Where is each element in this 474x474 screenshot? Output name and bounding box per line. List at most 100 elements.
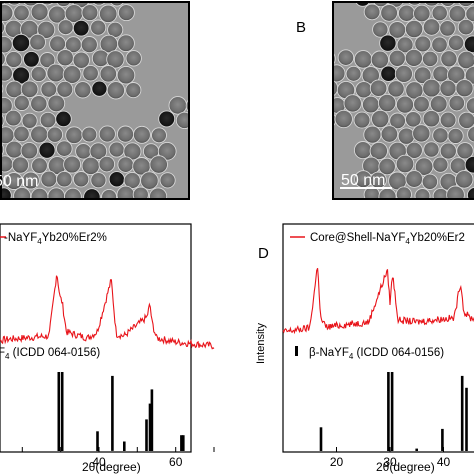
nanoparticle bbox=[432, 187, 449, 200]
nanoparticle bbox=[116, 125, 135, 143]
nanoparticle bbox=[440, 2, 456, 7]
nanoparticle bbox=[448, 94, 466, 112]
nanoparticle bbox=[456, 142, 474, 160]
xrd-d-ref-legend-mark bbox=[295, 346, 298, 356]
nanoparticle bbox=[422, 18, 441, 36]
nanoparticle bbox=[72, 51, 90, 69]
nanoparticle bbox=[355, 81, 373, 99]
nanoparticle bbox=[21, 171, 40, 190]
nanoparticle bbox=[380, 65, 397, 82]
nanoparticle bbox=[98, 4, 118, 24]
nanoparticle bbox=[447, 127, 464, 144]
nanoparticle bbox=[98, 125, 116, 143]
nanoparticle bbox=[396, 36, 414, 54]
nanoparticle bbox=[106, 81, 126, 100]
nanoparticle bbox=[157, 141, 177, 161]
reference-peak bbox=[145, 419, 148, 451]
nanoparticle bbox=[117, 4, 135, 22]
x-tick-label: 30 bbox=[383, 455, 397, 469]
nanoparticle bbox=[55, 110, 72, 128]
nanoparticle bbox=[30, 95, 48, 113]
nanoparticle bbox=[454, 170, 474, 189]
scale-bar-label-a: 50 nm bbox=[0, 173, 38, 190]
nanoparticle bbox=[412, 124, 431, 143]
nanoparticle bbox=[457, 50, 474, 70]
nanoparticle bbox=[431, 4, 448, 22]
nanoparticle bbox=[405, 111, 422, 128]
nanoparticle bbox=[13, 125, 30, 143]
nanoparticle bbox=[355, 2, 371, 7]
nanoparticle bbox=[47, 94, 66, 113]
tem-image-b-border bbox=[332, 1, 474, 200]
nanoparticle bbox=[140, 171, 159, 190]
nanoparticle bbox=[463, 35, 474, 54]
nanoparticle bbox=[55, 2, 72, 8]
nanoparticle bbox=[158, 110, 176, 128]
nanoparticle bbox=[439, 142, 457, 160]
nanoparticle bbox=[334, 109, 353, 129]
reference-peak bbox=[415, 448, 418, 451]
nanoparticle bbox=[149, 155, 168, 174]
xrd-d-legend-text: Core@Shell-NaYF4Yb20%Er2 bbox=[310, 232, 465, 246]
nanoparticle bbox=[116, 185, 135, 200]
nanoparticle bbox=[82, 64, 99, 82]
nanoparticle bbox=[132, 125, 151, 144]
scale-bar-label-b: 50 nm bbox=[341, 172, 385, 189]
nanoparticle bbox=[423, 2, 440, 7]
nanoparticle bbox=[31, 157, 48, 174]
nanoparticle bbox=[99, 65, 118, 83]
nanoparticle bbox=[467, 125, 474, 143]
nanoparticle bbox=[13, 94, 30, 111]
nanoparticle bbox=[74, 81, 92, 99]
reference-peak bbox=[150, 389, 154, 451]
nanoparticle bbox=[387, 80, 405, 98]
nanoparticle bbox=[0, 187, 12, 200]
nanoparticle bbox=[108, 141, 125, 158]
nanoparticle bbox=[175, 111, 190, 130]
nanoparticle bbox=[421, 50, 439, 68]
reference-peak bbox=[60, 372, 64, 451]
nanoparticle bbox=[63, 155, 82, 174]
nanoparticle bbox=[56, 80, 74, 98]
nanoparticle bbox=[439, 79, 457, 97]
nanoparticle bbox=[90, 172, 107, 189]
nanoparticle bbox=[65, 126, 83, 145]
nanoparticle bbox=[38, 141, 56, 159]
x-tick-label: 40 bbox=[437, 455, 451, 469]
nanoparticle bbox=[432, 156, 449, 173]
x-tick-label: 20 bbox=[330, 455, 344, 469]
nanoparticle bbox=[168, 96, 188, 115]
nanoparticle bbox=[332, 79, 339, 97]
nanoparticle bbox=[363, 3, 381, 21]
nanoparticle bbox=[72, 171, 90, 188]
nanoparticle bbox=[377, 93, 397, 113]
nanoparticle bbox=[369, 79, 388, 97]
nanoparticle bbox=[457, 18, 474, 36]
nanoparticle bbox=[37, 20, 56, 39]
nanoparticle bbox=[466, 187, 474, 200]
nanoparticle bbox=[361, 95, 380, 114]
nanoparticle bbox=[380, 125, 399, 143]
nanoparticle bbox=[429, 95, 448, 113]
reference-peak bbox=[148, 403, 152, 451]
nanoparticle bbox=[405, 170, 424, 188]
nanoparticle bbox=[337, 49, 355, 66]
nanoparticle bbox=[439, 111, 457, 129]
nanoparticle bbox=[11, 33, 31, 53]
nanoparticle bbox=[363, 125, 382, 144]
nanoparticle bbox=[13, 4, 30, 22]
reference-peak bbox=[57, 372, 61, 451]
nanoparticle bbox=[57, 19, 74, 36]
nanoparticle bbox=[388, 49, 406, 67]
nanoparticle bbox=[397, 4, 416, 22]
nanoparticle bbox=[106, 50, 125, 69]
tem-image-b bbox=[332, 2, 474, 200]
nanoparticle bbox=[56, 49, 74, 67]
nanoparticle bbox=[395, 186, 412, 200]
nanoparticle bbox=[40, 170, 58, 188]
nanoparticle bbox=[159, 172, 176, 189]
xrd-d-ref-legend-text: β-NaYF4 (ICDD 064-0156) bbox=[309, 347, 444, 361]
nanoparticle bbox=[404, 19, 424, 39]
nanoparticle bbox=[446, 185, 465, 200]
